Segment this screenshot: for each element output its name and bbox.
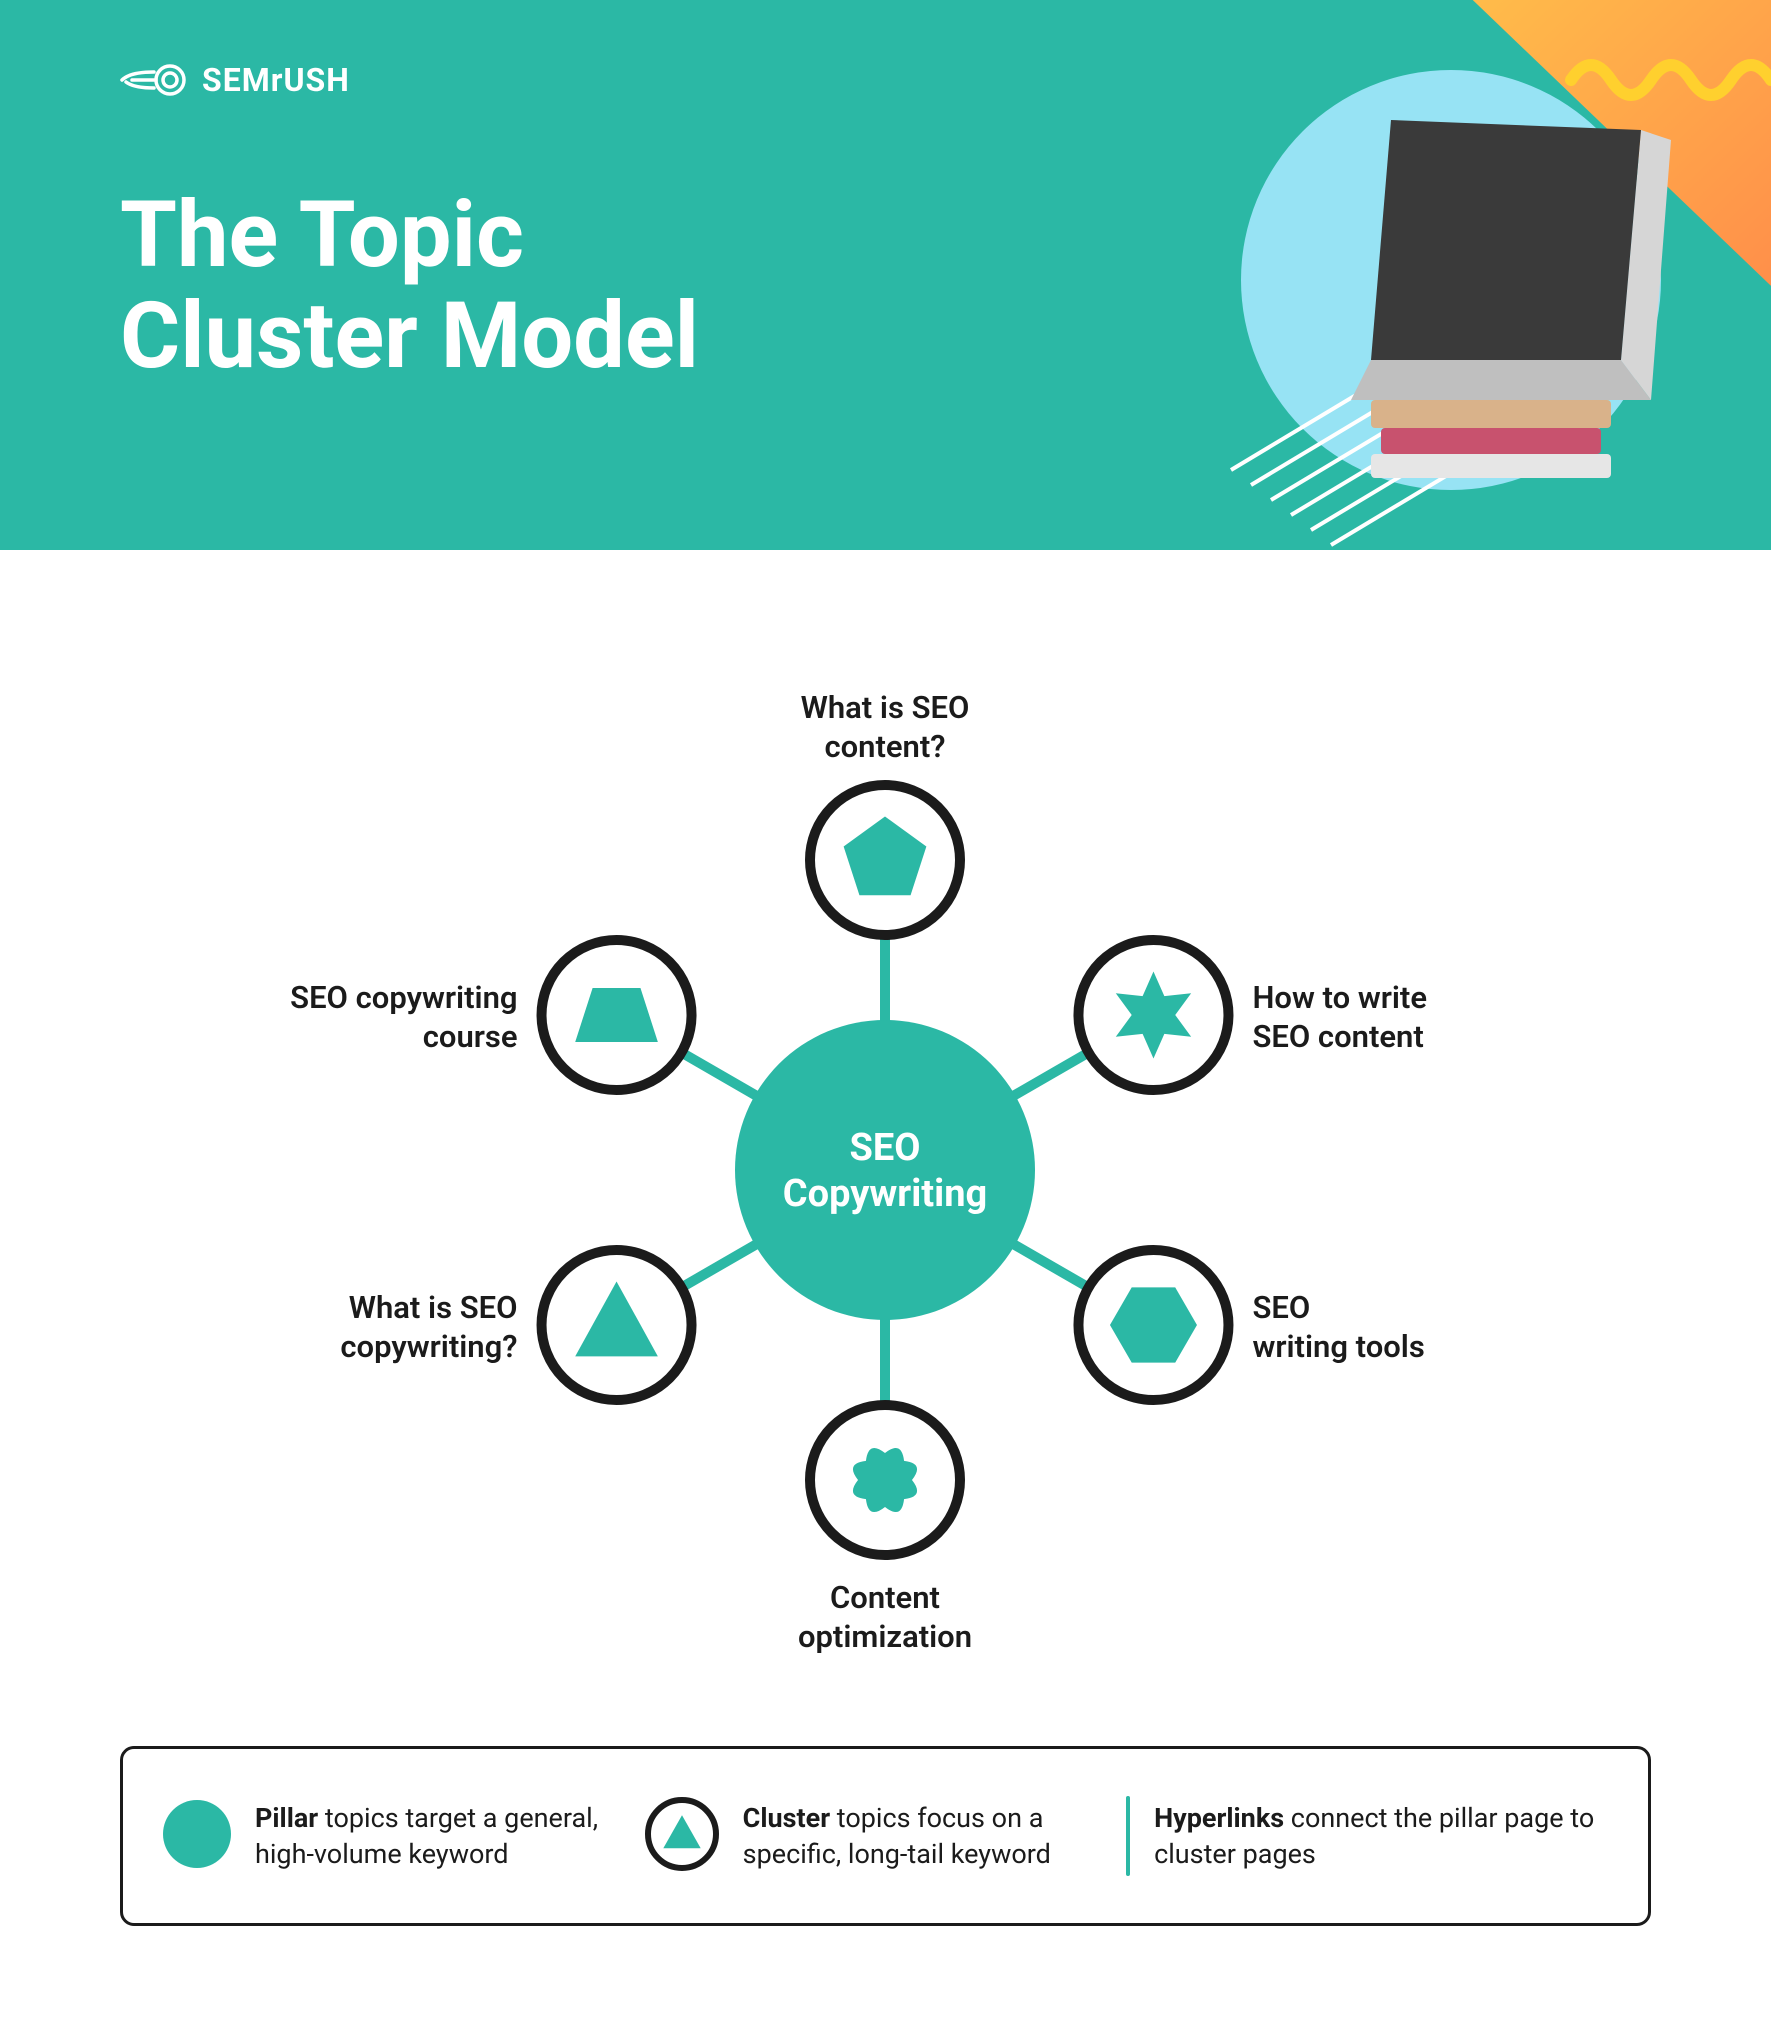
cluster-node-label: SEOwriting tools bbox=[1252, 1289, 1552, 1367]
page-root: SEMrUSH The Topic Cluster Model SEOCopyw… bbox=[0, 0, 1771, 2026]
pillar-icon bbox=[163, 1800, 231, 1872]
legend-pillar-text: Pillar topics target a general, high-vol… bbox=[255, 1800, 645, 1873]
cluster-node bbox=[1078, 1250, 1228, 1400]
cluster-node-label: SEO copywritingcourse bbox=[218, 979, 518, 1057]
legend: Pillar topics target a general, high-vol… bbox=[120, 1746, 1651, 1926]
legend-cluster-text: Cluster topics focus on a specific, long… bbox=[743, 1800, 1127, 1873]
cluster-node bbox=[542, 1250, 692, 1400]
legend-pillar: Pillar topics target a general, high-vol… bbox=[163, 1800, 645, 1873]
title-line2: Cluster Model bbox=[120, 286, 699, 387]
semrush-fireball-icon bbox=[120, 60, 190, 100]
title-line1: The Topic bbox=[120, 185, 699, 286]
brand-logo: SEMrUSH bbox=[120, 60, 350, 100]
cluster-node bbox=[542, 940, 692, 1090]
cluster-node bbox=[810, 785, 960, 935]
legend-hyperlinks: Hyperlinks connect the pillar page to cl… bbox=[1126, 1796, 1608, 1876]
brand-name: SEMrUSH bbox=[202, 61, 350, 99]
legend-cluster: Cluster topics focus on a specific, long… bbox=[645, 1797, 1127, 1875]
page-title: The Topic Cluster Model bbox=[120, 185, 699, 387]
cluster-node-label: Contentoptimization bbox=[735, 1579, 1035, 1657]
cluster-node-label: How to writeSEO content bbox=[1252, 979, 1552, 1057]
cluster-icon bbox=[645, 1797, 719, 1875]
legend-hyperlinks-text: Hyperlinks connect the pillar page to cl… bbox=[1154, 1800, 1608, 1873]
divider-icon bbox=[1126, 1796, 1130, 1876]
diagram: SEOCopywriting What is SEOcontent? How to … bbox=[0, 550, 1771, 1750]
cluster-node-label: What is SEOcopywriting? bbox=[218, 1289, 518, 1367]
cluster-node bbox=[1078, 940, 1228, 1090]
header: SEMrUSH The Topic Cluster Model bbox=[0, 0, 1771, 550]
cluster-node bbox=[810, 1405, 960, 1555]
cluster-node-label: What is SEOcontent? bbox=[735, 689, 1035, 767]
center-node-label: SEOCopywriting bbox=[725, 1126, 1045, 1217]
